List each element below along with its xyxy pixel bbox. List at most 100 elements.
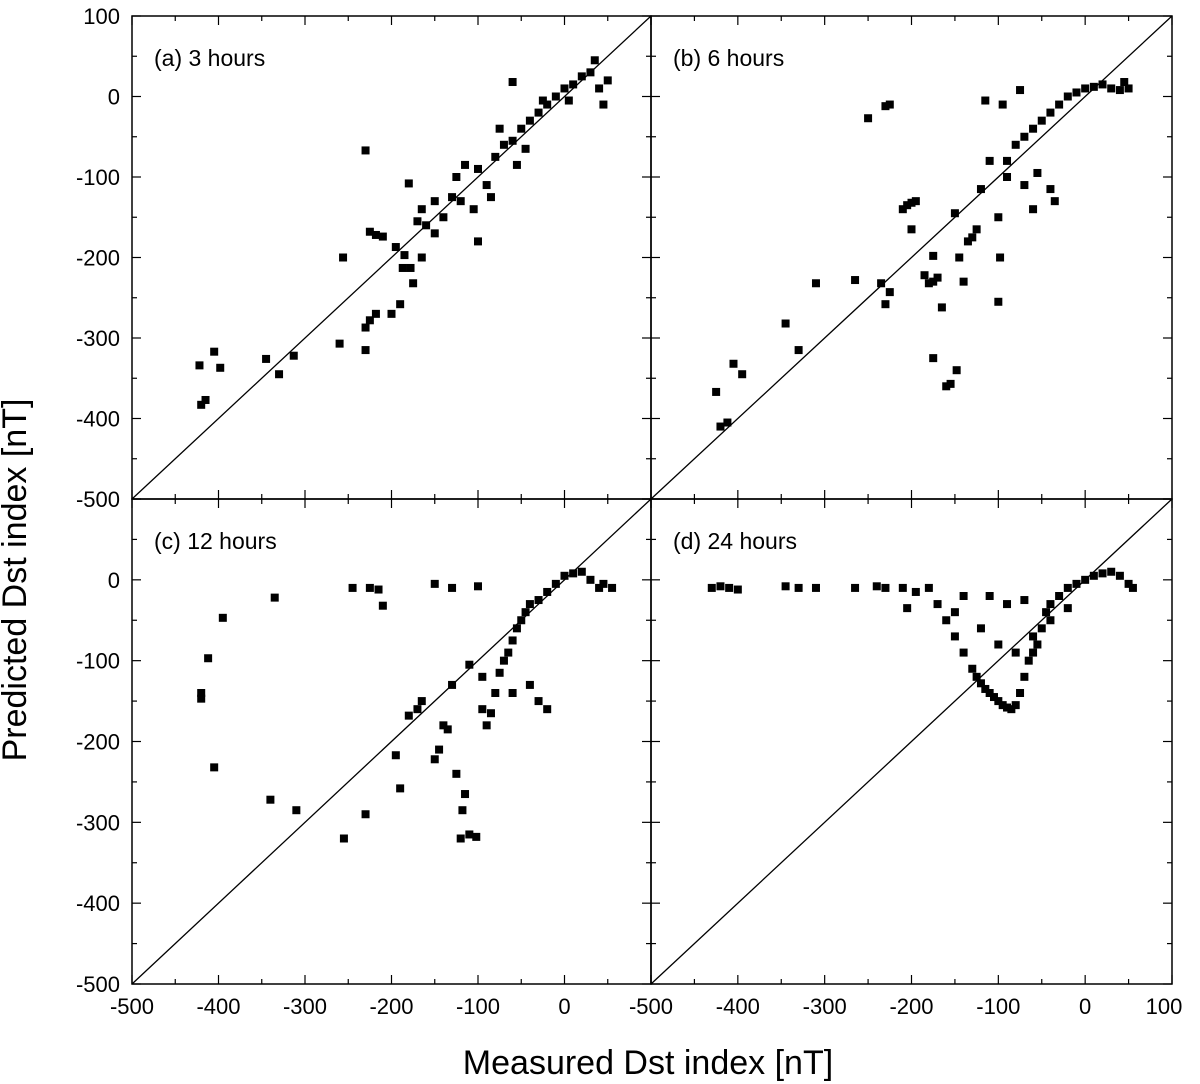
data-point: [458, 806, 467, 815]
data-point: [525, 680, 534, 689]
data-point: [1089, 571, 1098, 580]
panel-c: (c) 12 hours: [131, 498, 652, 985]
data-point: [1120, 78, 1129, 87]
x-tick-label: -100: [976, 994, 1020, 1019]
x-tick-label: -500: [629, 994, 673, 1019]
y-axis-label: Predicted Dst index [nT]: [0, 399, 34, 762]
data-point: [981, 684, 990, 693]
data-point: [968, 664, 977, 673]
data-point: [603, 76, 612, 85]
data-point: [707, 583, 716, 592]
data-point: [976, 185, 985, 194]
data-point: [339, 834, 348, 843]
data-point: [371, 309, 380, 318]
data-point: [1046, 616, 1055, 625]
data-point: [981, 96, 990, 105]
data-point: [1072, 88, 1081, 97]
data-point: [1063, 604, 1072, 613]
data-point: [543, 705, 552, 714]
data-point: [716, 422, 725, 431]
data-point: [266, 795, 275, 804]
data-point: [216, 363, 225, 372]
y-tick-label: -500: [76, 487, 120, 512]
data-point: [937, 303, 946, 312]
data-point: [1098, 80, 1107, 89]
panel-label: (b) 6 hours: [673, 45, 784, 71]
y-tick-label: 100: [83, 4, 120, 29]
data-point: [998, 701, 1007, 710]
x-tick-label: 0: [1079, 994, 1091, 1019]
data-point: [794, 583, 803, 592]
data-point: [924, 583, 933, 592]
data-point: [538, 96, 547, 105]
data-point: [595, 84, 604, 93]
data-point: [959, 592, 968, 600]
data-point: [608, 583, 617, 592]
data-point: [1107, 84, 1116, 93]
data-point: [586, 68, 595, 77]
data-point: [365, 227, 374, 236]
data-point: [712, 387, 721, 396]
data-point: [599, 579, 608, 588]
panel-frame: [650, 498, 1173, 985]
data-point: [478, 672, 487, 681]
data-point: [469, 205, 478, 214]
x-tick-label: -200: [369, 994, 413, 1019]
data-point: [197, 400, 206, 409]
data-point: [972, 225, 981, 234]
data-point: [950, 209, 959, 218]
data-point: [976, 624, 985, 633]
data-point: [339, 253, 348, 262]
y-tick-label: -500: [76, 972, 120, 997]
data-point: [885, 100, 894, 109]
x-tick-label: -200: [889, 994, 933, 1019]
panel-d: (d) 24 hours: [650, 498, 1173, 985]
y-tick-label: -100: [76, 649, 120, 674]
data-point: [898, 205, 907, 214]
data-point: [1007, 705, 1016, 714]
data-point: [195, 361, 204, 370]
data-point: [517, 124, 526, 133]
data-point: [738, 370, 747, 379]
y-tick-label: -300: [76, 326, 120, 351]
reference-line: [131, 498, 652, 985]
data-point: [499, 140, 508, 149]
data-point: [289, 351, 298, 360]
data-point: [361, 346, 370, 355]
data-point: [378, 601, 387, 610]
data-point: [942, 382, 951, 391]
data-point: [929, 277, 938, 286]
data-point: [994, 213, 1003, 222]
data-point: [1115, 571, 1124, 580]
data-point: [551, 92, 560, 101]
data-point: [1124, 579, 1133, 588]
x-tick-label: -400: [196, 994, 240, 1019]
data-point: [387, 309, 396, 318]
data-point: [461, 790, 470, 799]
data-point: [270, 593, 279, 602]
data-point: [907, 198, 916, 207]
data-point: [1081, 84, 1090, 93]
data-point: [292, 806, 301, 815]
reference-line: [650, 498, 1173, 985]
data-point: [517, 616, 526, 625]
data-point: [1016, 86, 1025, 95]
data-point: [197, 689, 206, 697]
x-tick-label: 100: [1146, 994, 1183, 1019]
y-tick-label: -200: [76, 730, 120, 755]
data-point: [1055, 592, 1064, 600]
reference-line: [650, 15, 1173, 500]
y-tick-label: -200: [76, 246, 120, 271]
data-point: [512, 624, 521, 633]
data-point: [1011, 140, 1020, 149]
data-point: [275, 370, 284, 379]
data-point: [864, 114, 873, 123]
data-point: [406, 263, 415, 272]
data-point: [851, 583, 860, 592]
y-tick-label: -400: [76, 891, 120, 916]
data-point: [417, 697, 426, 706]
panel-b: (b) 6 hours: [650, 15, 1173, 500]
data-point: [1011, 701, 1020, 710]
data-point: [1020, 596, 1029, 605]
data-point: [881, 583, 890, 592]
